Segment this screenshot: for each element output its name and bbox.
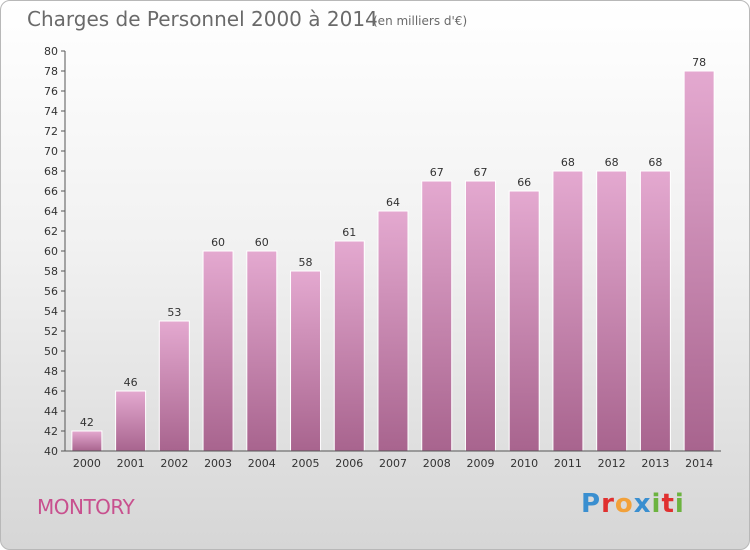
x-tick-label: 2002	[160, 457, 188, 470]
data-label-2010: 66	[517, 176, 531, 189]
data-label-2007: 64	[386, 196, 400, 209]
bar-2012	[596, 170, 628, 452]
y-tick-label: 54	[44, 305, 58, 318]
chart-subtitle: (en milliers d'€)	[373, 14, 468, 28]
y-tick-label: 70	[44, 145, 58, 158]
y-tick-label: 48	[44, 365, 58, 378]
bar-2013	[639, 170, 671, 452]
bar-2004	[246, 250, 278, 452]
logo-letter: o	[614, 489, 634, 519]
data-label-2009: 67	[473, 166, 487, 179]
logo-letter: i	[651, 489, 662, 519]
data-label-2003: 60	[211, 236, 225, 249]
x-tick-label: 2013	[641, 457, 669, 470]
logo-letter: P	[581, 489, 602, 519]
data-label-2006: 61	[342, 226, 356, 239]
y-tick-label: 46	[44, 385, 58, 398]
data-label-2008: 67	[430, 166, 444, 179]
x-tick-label: 2007	[379, 457, 407, 470]
logo-letter: t	[661, 489, 675, 519]
bars: 42 46 53 60 60 58 61 64 67 67 66 68 68 68 78	[71, 56, 715, 452]
y-tick-label: 56	[44, 285, 58, 298]
bar-2010	[508, 190, 540, 452]
proxiti-logo[interactable]: Proxiti	[581, 489, 685, 519]
x-tick-label: 2014	[685, 457, 713, 470]
y-axis: 40 42 44 46 48 50 52 54 56 58 60 62 64 66 68 70 72 74 76 78…	[44, 45, 66, 458]
data-label-2013: 68	[648, 156, 662, 169]
x-tick-label: 2012	[598, 457, 626, 470]
y-tick-label: 64	[44, 205, 58, 218]
y-tick-label: 62	[44, 225, 58, 238]
data-label-2002: 53	[167, 306, 181, 319]
y-tick-label: 42	[44, 425, 58, 438]
y-tick-label: 44	[44, 405, 58, 418]
y-tick-label: 80	[44, 45, 58, 58]
data-label-2000: 42	[80, 416, 94, 429]
y-tick-label: 50	[44, 345, 58, 358]
commune-name: MONTORY	[37, 495, 135, 519]
y-tick-label: 68	[44, 165, 58, 178]
bar-2014	[683, 70, 715, 452]
y-tick-label: 74	[44, 105, 58, 118]
y-tick-label: 76	[44, 85, 58, 98]
data-label-2014: 78	[692, 56, 706, 69]
y-tick-label: 60	[44, 245, 58, 258]
data-label-2001: 46	[124, 376, 138, 389]
data-label-2005: 58	[299, 256, 313, 269]
bar-2003	[202, 250, 234, 452]
bar-2001	[115, 390, 147, 452]
x-tick-label: 2011	[554, 457, 582, 470]
data-label-2012: 68	[605, 156, 619, 169]
data-label-2011: 68	[561, 156, 575, 169]
x-axis: 2000 2001 2002 2003 2004 2005 2006 2007 2008 2009…	[65, 450, 721, 470]
bar-2000	[71, 430, 103, 452]
y-tick-label: 40	[44, 445, 58, 458]
x-tick-label: 2003	[204, 457, 232, 470]
y-tick-label: 72	[44, 125, 58, 138]
chart-title: Charges de Personnel 2000 à 2014	[27, 7, 378, 31]
x-tick-label: 2001	[117, 457, 145, 470]
bar-2006	[333, 240, 365, 452]
x-tick-label: 2008	[423, 457, 451, 470]
logo-letter: i	[674, 489, 685, 519]
bar-2008	[421, 180, 453, 452]
x-tick-label: 2010	[510, 457, 538, 470]
bar-2005	[290, 270, 322, 452]
x-tick-label: 2005	[292, 457, 320, 470]
data-label-2004: 60	[255, 236, 269, 249]
logo-letter: r	[601, 489, 615, 519]
y-tick-label: 66	[44, 185, 58, 198]
x-tick-label: 2006	[335, 457, 363, 470]
bar-2007	[377, 210, 409, 452]
logo-letter: x	[633, 489, 652, 519]
bar-2011	[552, 170, 584, 452]
x-tick-label: 2000	[73, 457, 101, 470]
y-tick-label: 78	[44, 65, 58, 78]
x-tick-label: 2004	[248, 457, 276, 470]
bar-2002	[158, 320, 190, 452]
y-tick-label: 58	[44, 265, 58, 278]
x-tick-label: 2009	[466, 457, 494, 470]
y-tick-label: 52	[44, 325, 58, 338]
bar-2009	[464, 180, 496, 452]
